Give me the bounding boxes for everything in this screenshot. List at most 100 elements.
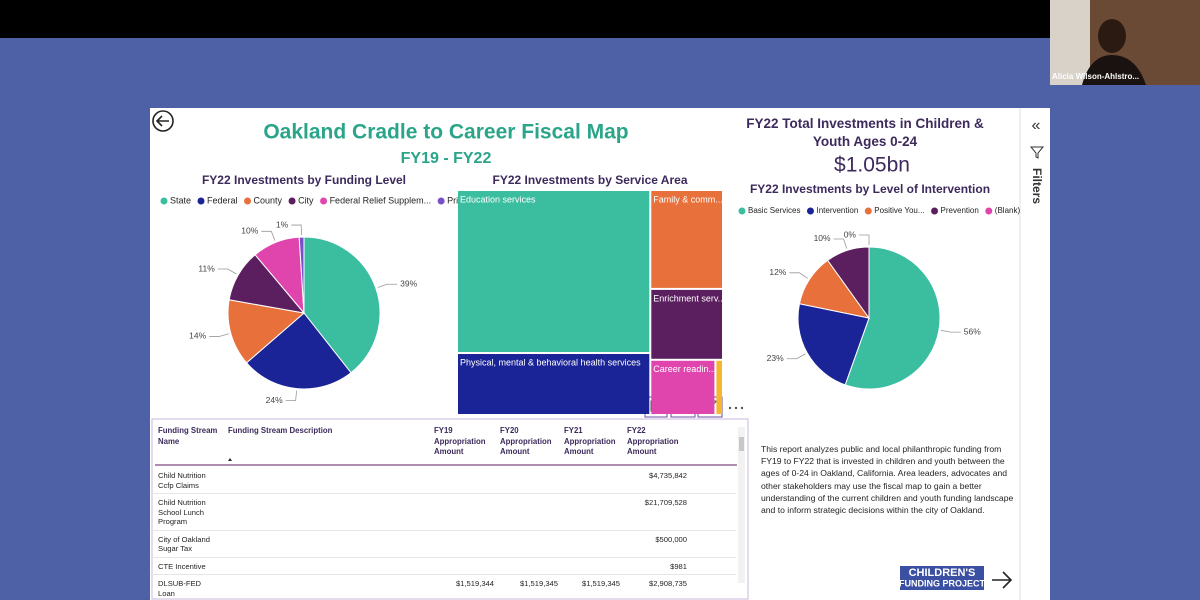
tile-label: Education services	[460, 194, 536, 204]
report-title: Oakland Cradle to Career Fiscal Map	[263, 121, 628, 144]
cell: $1,519,345	[519, 579, 558, 588]
column-header: Funding Stream Description	[228, 426, 333, 435]
top-bar	[0, 0, 1200, 38]
leader-line	[859, 234, 870, 245]
column-header: FY19 Appropriation Amount	[434, 426, 486, 456]
pie-slice	[227, 299, 306, 364]
column-header: FY22 Appropriation Amount	[627, 426, 679, 456]
table-row: City of Oakland Sugar Tax $500,000	[150, 531, 736, 558]
legend-swatch	[160, 197, 168, 205]
legend-label: (Blank)	[995, 206, 1021, 215]
data-label: 56%	[964, 326, 981, 336]
back-button[interactable]	[152, 110, 174, 132]
data-label: 39%	[400, 278, 417, 288]
leader-line	[291, 224, 302, 236]
filter-icon[interactable]	[1029, 146, 1045, 159]
legend-label: Intervention	[816, 206, 858, 215]
scrollbar-thumb[interactable]	[739, 437, 744, 451]
total-heading: FY22 Total Investments in Children & Yout…	[746, 116, 984, 149]
sort-indicator[interactable]	[228, 458, 232, 461]
leader-line	[261, 230, 276, 241]
report-description: This report analyzes public and local ph…	[761, 444, 1014, 516]
treemap-tile	[458, 191, 650, 353]
column-header: FY21 Appropriation Amount	[564, 426, 616, 456]
logo-line: FUNDING PROJECT	[899, 578, 986, 588]
legend-swatch	[288, 197, 296, 205]
legend-swatch	[931, 207, 939, 215]
legend-swatch	[197, 197, 205, 205]
cell: $1,519,345	[581, 579, 620, 588]
legend-label: Federal	[207, 195, 238, 205]
cell: Child Nutrition School Lunch Program	[158, 498, 206, 526]
pie-slice	[245, 312, 352, 390]
legend-label: Positive You...	[874, 206, 924, 215]
legend-swatch	[437, 197, 445, 205]
tile-label: Enrichment serv...	[653, 293, 725, 303]
logo-box	[900, 566, 984, 590]
legend-swatch	[806, 207, 814, 215]
leader-line	[217, 268, 237, 275]
report-subtitle: FY19 - FY22	[401, 150, 492, 167]
legend-swatch	[985, 207, 993, 215]
participant-body	[1082, 55, 1146, 85]
legend-swatch	[738, 207, 746, 215]
data-label: 10%	[241, 226, 258, 236]
column-header: FY20 Appropriation Amount	[500, 426, 552, 456]
filters-label[interactable]: Filters	[1030, 168, 1044, 204]
data-label: 14%	[189, 331, 206, 341]
cell: Child Nutrition Ccfp Claims	[158, 471, 206, 490]
legend-swatch	[244, 197, 252, 205]
leader-line	[789, 272, 808, 279]
collapse-filters[interactable]: «	[1032, 117, 1041, 134]
table-row: Child Nutrition Ccfp Claims $4,735,842	[150, 467, 736, 494]
back-arrow[interactable]	[155, 115, 169, 127]
legend-label: Basic Services	[748, 206, 800, 215]
cell: $981	[670, 561, 687, 571]
legend-label: County	[254, 195, 283, 205]
pie-slice	[303, 236, 381, 374]
column-header: Funding Stream Name	[158, 426, 218, 446]
pie-slice	[797, 303, 870, 386]
chart-title: FY22 Investments by Level of Interventio…	[750, 182, 990, 196]
participant-head	[1098, 19, 1126, 53]
cell: CTE Incentive	[158, 561, 206, 571]
data-label: 24%	[266, 395, 283, 405]
treemap-tile	[651, 289, 722, 359]
leader-line	[786, 353, 806, 360]
data-label: 23%	[767, 353, 784, 363]
table-frame	[151, 418, 749, 600]
data-label: 1%	[276, 219, 289, 229]
leader-line	[209, 333, 229, 337]
next-page-button[interactable]	[992, 571, 1013, 589]
legend-label: City	[298, 195, 314, 205]
legend-label: State	[170, 195, 191, 205]
participant-name: Alicia Wilson-Ahlstro...	[1052, 72, 1139, 81]
cell: $2,908,735	[648, 579, 687, 588]
chart-title: FY22 Investments by Service Area	[493, 173, 688, 187]
treemap-tile	[651, 191, 722, 288]
treemap-tile	[458, 354, 650, 414]
funding-table: Funding Stream Name Funding Stream Descri…	[150, 420, 748, 598]
treemap-tile	[716, 360, 722, 414]
tile-label: Career readin...	[653, 364, 716, 374]
legend-label: Federal Relief Supplem...	[330, 195, 432, 205]
more-options[interactable]	[728, 406, 744, 410]
cell: $4,735,842	[648, 471, 687, 480]
table-row: DLSUB-FED Loan $1,519,344 $1,519,345 $1,519…	[150, 575, 736, 598]
legend-swatch	[320, 197, 328, 205]
legend-label: Prevention	[941, 206, 979, 215]
legend-swatch	[864, 207, 872, 215]
data-label: 0%	[844, 229, 857, 239]
scrollbar-track[interactable]	[738, 427, 745, 583]
data-label: 12%	[769, 267, 786, 277]
logo-line: CHILDREN'S	[909, 567, 976, 579]
leader-line	[377, 283, 398, 288]
total-value: $1.05bn	[834, 154, 910, 177]
table-row: CTE Incentive $981	[150, 558, 736, 575]
leader-line	[285, 390, 297, 402]
cell: $500,000	[655, 534, 687, 544]
video-background	[1050, 0, 1090, 85]
cell: DLSUB-FED Loan	[158, 579, 202, 598]
